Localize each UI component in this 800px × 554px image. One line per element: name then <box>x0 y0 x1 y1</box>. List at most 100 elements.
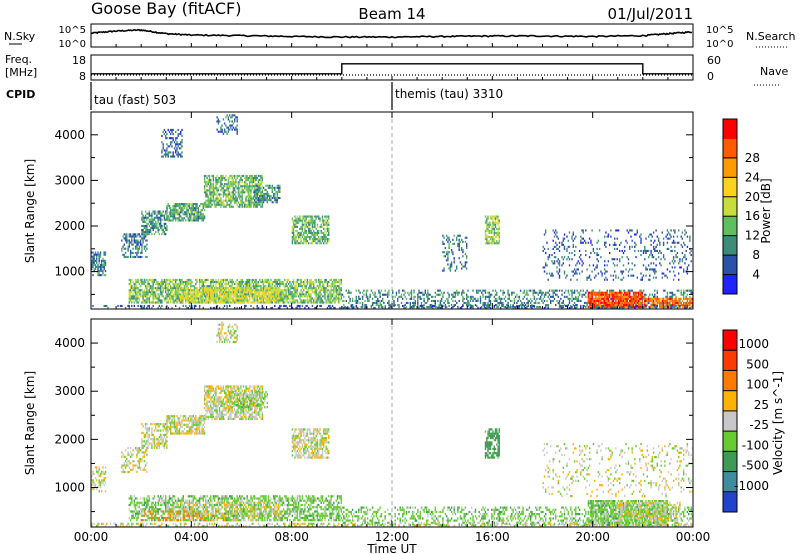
range-cell <box>136 241 138 244</box>
range-cell <box>320 242 322 245</box>
range-cell <box>235 301 237 304</box>
range-cell <box>276 299 278 302</box>
range-cell <box>195 299 197 302</box>
range-cell <box>152 295 154 298</box>
range-cell <box>261 197 263 200</box>
range-cell <box>170 211 172 214</box>
range-cell <box>328 238 330 241</box>
range-cell <box>232 199 235 202</box>
range-cell <box>296 242 299 245</box>
range-cell <box>220 185 222 188</box>
range-cell <box>255 184 257 187</box>
range-cell <box>98 265 100 268</box>
range-cell <box>157 299 159 302</box>
range-cell <box>251 297 253 300</box>
range-cell <box>585 241 587 244</box>
range-cell <box>142 239 144 242</box>
range-cell <box>316 234 319 237</box>
range-cell <box>216 289 218 292</box>
range-cell <box>131 295 133 298</box>
range-cell <box>91 265 93 268</box>
range-cell <box>305 287 307 290</box>
range-cell <box>136 247 138 250</box>
range-cell <box>156 283 158 286</box>
range-cell <box>220 299 222 302</box>
range-cell <box>614 237 616 240</box>
range-cell <box>275 190 277 193</box>
range-cell <box>365 295 368 298</box>
range-cell <box>218 285 221 288</box>
range-cell <box>249 191 251 194</box>
range-cell <box>562 262 564 265</box>
range-cell <box>493 215 495 218</box>
range-cell <box>178 153 181 156</box>
range-cell <box>148 278 151 281</box>
range-cell <box>541 291 543 294</box>
range-cell <box>151 216 153 219</box>
range-cell <box>250 185 252 188</box>
range-cell <box>132 289 134 292</box>
range-cell <box>144 281 147 284</box>
range-cell <box>326 297 329 300</box>
range-cell <box>303 299 305 302</box>
range-cell <box>494 289 497 292</box>
range-cell <box>295 223 297 226</box>
range-cell <box>315 227 317 230</box>
range-cell <box>285 283 287 286</box>
range-cell <box>364 299 366 302</box>
range-cell <box>299 278 301 281</box>
range-cell <box>151 226 153 229</box>
range-cell <box>612 258 615 261</box>
range-cell <box>250 193 252 196</box>
range-cell <box>545 306 547 309</box>
range-cell <box>612 289 615 292</box>
range-cell <box>200 299 202 302</box>
range-cell <box>257 291 260 294</box>
range-cell <box>311 223 314 226</box>
range-cell <box>669 291 671 294</box>
range-cell <box>571 306 573 309</box>
range-cell <box>462 265 464 268</box>
range-cell <box>261 190 263 193</box>
range-cell <box>250 191 252 194</box>
range-cell <box>254 179 256 182</box>
range-cell <box>205 295 207 298</box>
range-cell <box>177 209 179 212</box>
range-cell <box>235 126 237 129</box>
range-cell <box>256 195 258 198</box>
range-cell <box>299 297 301 300</box>
range-cell <box>167 299 169 302</box>
range-cell <box>103 268 105 271</box>
range-cell <box>453 242 455 245</box>
range-cell <box>292 238 295 241</box>
range-cell <box>196 219 198 222</box>
range-cell <box>144 295 147 298</box>
range-cell <box>216 295 218 298</box>
range-cell <box>309 285 311 288</box>
range-cell <box>295 289 297 292</box>
range-cell <box>272 297 275 300</box>
range-cell <box>208 289 211 292</box>
range-cell <box>191 219 193 222</box>
range-cell <box>571 237 573 240</box>
range-cell <box>173 147 176 150</box>
range-cell <box>290 301 292 304</box>
range-cell <box>371 297 374 300</box>
range-cell <box>195 278 197 281</box>
range-cell <box>576 262 578 265</box>
range-cell <box>155 301 157 304</box>
range-cell <box>222 293 225 296</box>
range-cell <box>213 193 216 196</box>
range-cell <box>237 191 240 194</box>
range-cell <box>339 291 341 294</box>
range-cell <box>637 249 640 252</box>
range-cell <box>152 293 154 296</box>
range-cell <box>398 291 400 294</box>
range-cell <box>314 219 316 222</box>
range-cell <box>412 301 414 304</box>
range-cell <box>142 283 144 286</box>
range-cell <box>252 283 255 286</box>
range-cell <box>448 244 450 247</box>
range-cell <box>227 299 230 302</box>
range-cell <box>180 147 182 150</box>
